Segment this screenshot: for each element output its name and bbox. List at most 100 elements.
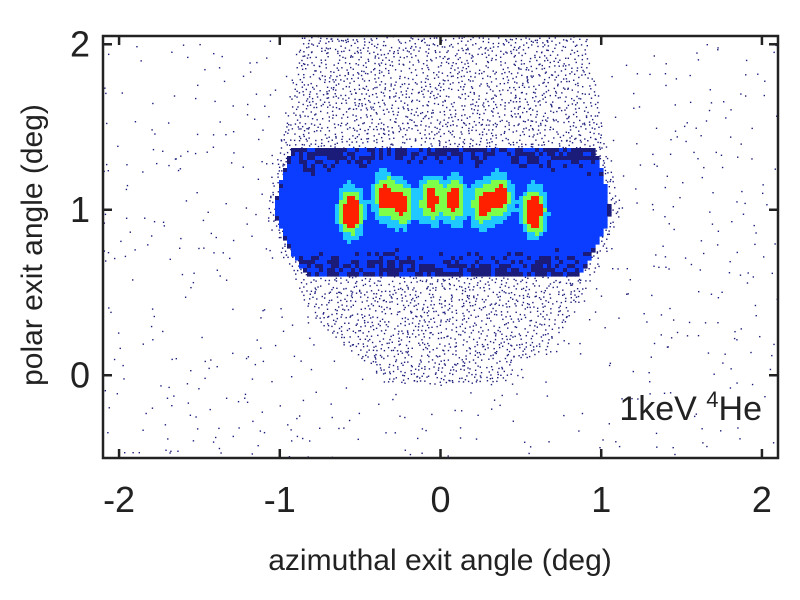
scatter-dot bbox=[414, 69, 417, 71]
scatter-dot bbox=[314, 114, 316, 116]
scatter-dot bbox=[415, 296, 418, 299]
density-cell bbox=[407, 260, 412, 265]
density-cell bbox=[387, 188, 392, 193]
density-cell bbox=[479, 216, 484, 221]
scatter-dot bbox=[555, 119, 557, 121]
density-cell bbox=[551, 152, 556, 157]
scatter-dot bbox=[297, 73, 300, 76]
density-cell bbox=[363, 152, 368, 157]
scatter-dot bbox=[502, 43, 505, 45]
density-cell bbox=[551, 208, 556, 213]
density-cell bbox=[563, 272, 568, 277]
density-cell bbox=[507, 148, 512, 153]
density-cell bbox=[291, 244, 296, 249]
scatter-dot bbox=[711, 223, 714, 225]
scatter-dot bbox=[483, 286, 485, 289]
scatter-dot bbox=[566, 117, 568, 120]
scatter-dot bbox=[513, 46, 516, 49]
density-cell bbox=[315, 240, 320, 245]
density-cell bbox=[539, 212, 544, 217]
density-cell bbox=[559, 264, 564, 269]
density-cell bbox=[475, 240, 480, 245]
density-cell bbox=[419, 204, 424, 209]
density-cell bbox=[595, 168, 600, 173]
scatter-dot bbox=[612, 221, 614, 223]
scatter-dot bbox=[462, 146, 464, 148]
scatter-dot bbox=[353, 80, 355, 83]
density-cell bbox=[575, 224, 580, 229]
density-cell bbox=[391, 204, 396, 209]
density-cell bbox=[367, 228, 372, 233]
density-cell bbox=[375, 176, 380, 181]
scatter-dot bbox=[171, 51, 173, 53]
scatter-dot bbox=[721, 166, 724, 169]
density-cell bbox=[355, 264, 360, 269]
scatter-dot bbox=[438, 143, 441, 145]
density-cell bbox=[527, 268, 532, 273]
density-cell bbox=[335, 260, 340, 265]
density-cell bbox=[551, 176, 556, 181]
scatter-dot bbox=[452, 120, 454, 122]
scatter-dot bbox=[579, 146, 581, 149]
scatter-dot bbox=[303, 51, 305, 53]
scatter-dot bbox=[363, 294, 366, 296]
density-cell bbox=[491, 248, 496, 253]
scatter-dot bbox=[105, 163, 108, 166]
scatter-dot bbox=[441, 72, 444, 74]
density-cell bbox=[511, 180, 516, 185]
density-cell bbox=[583, 204, 588, 209]
density-cell bbox=[563, 204, 568, 209]
scatter-dot bbox=[463, 305, 465, 307]
density-cell bbox=[479, 220, 484, 225]
density-cell bbox=[579, 268, 584, 273]
scatter-dot bbox=[390, 107, 393, 109]
scatter-dot bbox=[299, 116, 302, 118]
density-cell bbox=[355, 228, 360, 233]
scatter-dot bbox=[576, 70, 578, 72]
density-cell bbox=[575, 236, 580, 241]
scatter-dot bbox=[494, 73, 496, 75]
density-cell bbox=[515, 184, 520, 189]
scatter-dot bbox=[465, 300, 468, 302]
density-cell bbox=[487, 228, 492, 233]
scatter-dot bbox=[462, 302, 465, 305]
scatter-dot bbox=[305, 100, 308, 102]
scatter-dot bbox=[484, 52, 486, 54]
scatter-dot bbox=[449, 109, 451, 111]
scatter-dot bbox=[508, 128, 510, 131]
density-cell bbox=[559, 208, 564, 213]
density-cell bbox=[431, 240, 436, 245]
scatter-dot bbox=[578, 301, 580, 303]
density-cell bbox=[423, 244, 428, 249]
density-cell bbox=[359, 192, 364, 197]
scatter-dot bbox=[329, 104, 331, 106]
density-cell bbox=[459, 248, 464, 253]
scatter-dot bbox=[354, 104, 357, 106]
scatter-dot bbox=[302, 43, 305, 45]
density-cell bbox=[415, 168, 420, 173]
density-cell bbox=[531, 252, 536, 257]
scatter-dot bbox=[449, 71, 452, 74]
density-cell bbox=[311, 264, 316, 269]
density-cell bbox=[587, 192, 592, 197]
density-cell bbox=[431, 264, 436, 269]
density-cell bbox=[563, 148, 568, 153]
scatter-dot bbox=[376, 113, 378, 115]
scatter-dot bbox=[467, 65, 470, 68]
scatter-dot bbox=[106, 122, 108, 125]
scatter-dot bbox=[515, 76, 518, 78]
density-cell bbox=[391, 220, 396, 225]
density-cell bbox=[583, 156, 588, 161]
scatter-dot bbox=[439, 128, 441, 131]
scatter-dot bbox=[151, 308, 154, 310]
density-cell bbox=[511, 172, 516, 177]
density-cell bbox=[567, 184, 572, 189]
scatter-dot bbox=[446, 125, 449, 128]
scatter-dot bbox=[436, 280, 439, 283]
scatter-dot bbox=[344, 298, 346, 300]
scatter-dot bbox=[334, 146, 336, 148]
scatter-dot bbox=[301, 86, 304, 88]
density-cell bbox=[379, 264, 384, 269]
scatter-dot bbox=[528, 296, 531, 298]
density-cell bbox=[519, 176, 524, 181]
